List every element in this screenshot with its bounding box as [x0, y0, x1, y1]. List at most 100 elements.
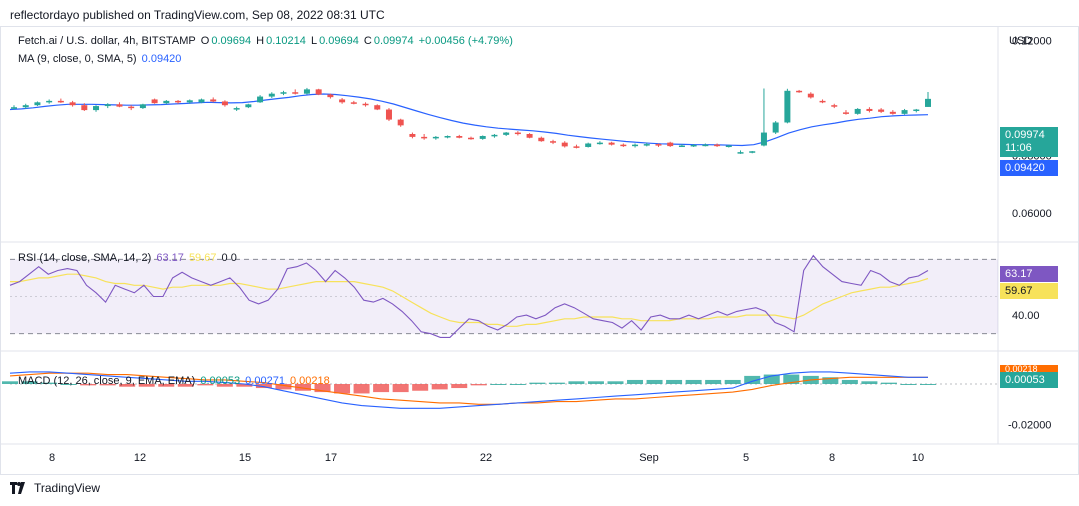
macd-hist-bar	[392, 384, 409, 393]
macd-hist-bar	[900, 384, 917, 385]
chart-area[interactable]: 0.120000.080000.0600040.00-0.02000812151…	[0, 26, 1079, 476]
candle-body	[842, 112, 849, 114]
macd-hist-bar	[920, 384, 936, 385]
macd-hist-bar	[353, 384, 370, 394]
candle-body	[831, 105, 838, 107]
macd-hist-bar	[197, 384, 214, 386]
macd-hist-bar	[275, 384, 292, 390]
macd-label: MACD (12, 26, close, 9, EMA, EMA)	[18, 375, 196, 387]
macd-hist-bar	[880, 382, 897, 384]
footer: TradingView	[10, 481, 100, 495]
time-axis-tick: 12	[134, 452, 146, 464]
candle-body	[233, 108, 240, 110]
open-label: O	[200, 35, 210, 47]
candle-body	[749, 151, 756, 153]
candle-body	[854, 108, 861, 114]
macd-hist-bar	[783, 374, 800, 384]
candle-body	[198, 99, 205, 103]
macd-hist-value: 0.00218	[290, 375, 330, 387]
rsi-band	[10, 259, 998, 334]
ma-value: 0.09420	[141, 53, 182, 65]
close-value: 0.09974	[373, 35, 414, 47]
ma-label: MA (9, close, 0, SMA, 5)	[18, 53, 137, 65]
macd-hist-bar	[99, 384, 116, 386]
candle-body	[315, 89, 322, 95]
time-axis-tick: 8	[829, 452, 835, 464]
macd-line	[9, 371, 928, 409]
candle-body	[104, 104, 111, 107]
last-price-tag: 0.09974 11:06	[1000, 127, 1058, 157]
candle-body	[186, 100, 193, 103]
macd-hist-bar	[822, 377, 839, 384]
candle-body	[737, 152, 744, 154]
candle-body	[139, 104, 146, 109]
macd-tag: 0.00053	[1000, 372, 1058, 388]
candle-body	[889, 111, 896, 114]
macd-hist-bar	[724, 379, 741, 384]
candle-body	[444, 136, 451, 138]
candle-body	[456, 136, 463, 138]
macd-hist-bar	[685, 379, 702, 384]
chart-frame	[0, 26, 1079, 475]
macd-legend: MACD (12, 26, close, 9, EMA, EMA) 0.0005…	[18, 375, 332, 387]
rsi-axis-tick: 40.00	[1012, 310, 1040, 322]
macd-hist-bar	[509, 384, 526, 385]
macd-hist-bar	[529, 382, 546, 384]
macd-hist-bar	[236, 384, 253, 387]
rsi-ma-tag: 59.67	[1000, 283, 1058, 299]
publisher-line: reflectordayo published on TradingView.c…	[10, 8, 385, 22]
macd-hist-bar	[158, 384, 175, 387]
candle-body	[819, 100, 826, 103]
candle-body	[93, 106, 100, 111]
candle-body	[925, 98, 931, 107]
candle-body	[479, 136, 486, 139]
macd-hist-bar	[60, 384, 77, 385]
macd-hist-bar	[568, 381, 585, 384]
candle-body	[526, 134, 533, 138]
macd-hist-bar	[294, 384, 311, 391]
macd-hist-bar	[41, 382, 58, 384]
candle-body	[116, 104, 123, 107]
macd-hist-bar	[490, 384, 507, 385]
candle-body	[538, 137, 545, 142]
time-axis-tick: 17	[325, 452, 337, 464]
macd-hist-bar	[627, 379, 644, 384]
macd-hist-bar	[412, 384, 429, 391]
candle-body	[714, 144, 721, 147]
candle-body	[432, 136, 439, 139]
candle-body	[643, 144, 650, 146]
candle-body	[397, 119, 404, 126]
macd-hist-bar	[646, 379, 663, 384]
candle-body	[760, 132, 767, 146]
candle-body	[632, 144, 639, 147]
price-axis-tick: 0.12000	[1012, 35, 1052, 47]
candle-body	[210, 99, 217, 102]
candle-body	[561, 142, 568, 147]
price-axis-tick: 0.06000	[1012, 208, 1052, 220]
candle-body	[690, 144, 697, 147]
time-axis-tick: 5	[743, 452, 749, 464]
macd-hist-bar	[138, 384, 155, 387]
macd-hist-tag: 0.00218	[1000, 365, 1058, 375]
rsi-label: RSI (14, close, SMA, 14, 2)	[18, 252, 152, 264]
candle-body	[585, 143, 592, 147]
macd-hist-bar	[21, 381, 38, 384]
macd-hist-bar	[841, 379, 858, 384]
rsi-tag: 63.17	[1000, 266, 1058, 282]
macd-hist-bar	[216, 384, 233, 387]
rsi-ma-line	[10, 273, 929, 327]
symbol-legend: Fetch.ai / U.S. dollar, 4h, BITSTAMP O 0.…	[18, 35, 515, 47]
rsi-line	[9, 254, 929, 338]
candle-body	[268, 93, 275, 97]
candle-body	[280, 92, 287, 94]
chart-svg[interactable]: 0.120000.080000.0600040.00-0.02000812151…	[0, 26, 1079, 476]
candle-body	[46, 100, 53, 103]
macd-hist-bar	[314, 384, 331, 393]
candle-body	[57, 100, 64, 103]
macd-hist-bar	[861, 381, 878, 384]
macd-signal-line	[9, 372, 928, 405]
macd-hist-bar	[431, 384, 448, 390]
ma-price-tag: 0.09420	[1000, 160, 1058, 176]
time-axis-tick: 15	[239, 452, 251, 464]
candle-body	[409, 134, 416, 137]
